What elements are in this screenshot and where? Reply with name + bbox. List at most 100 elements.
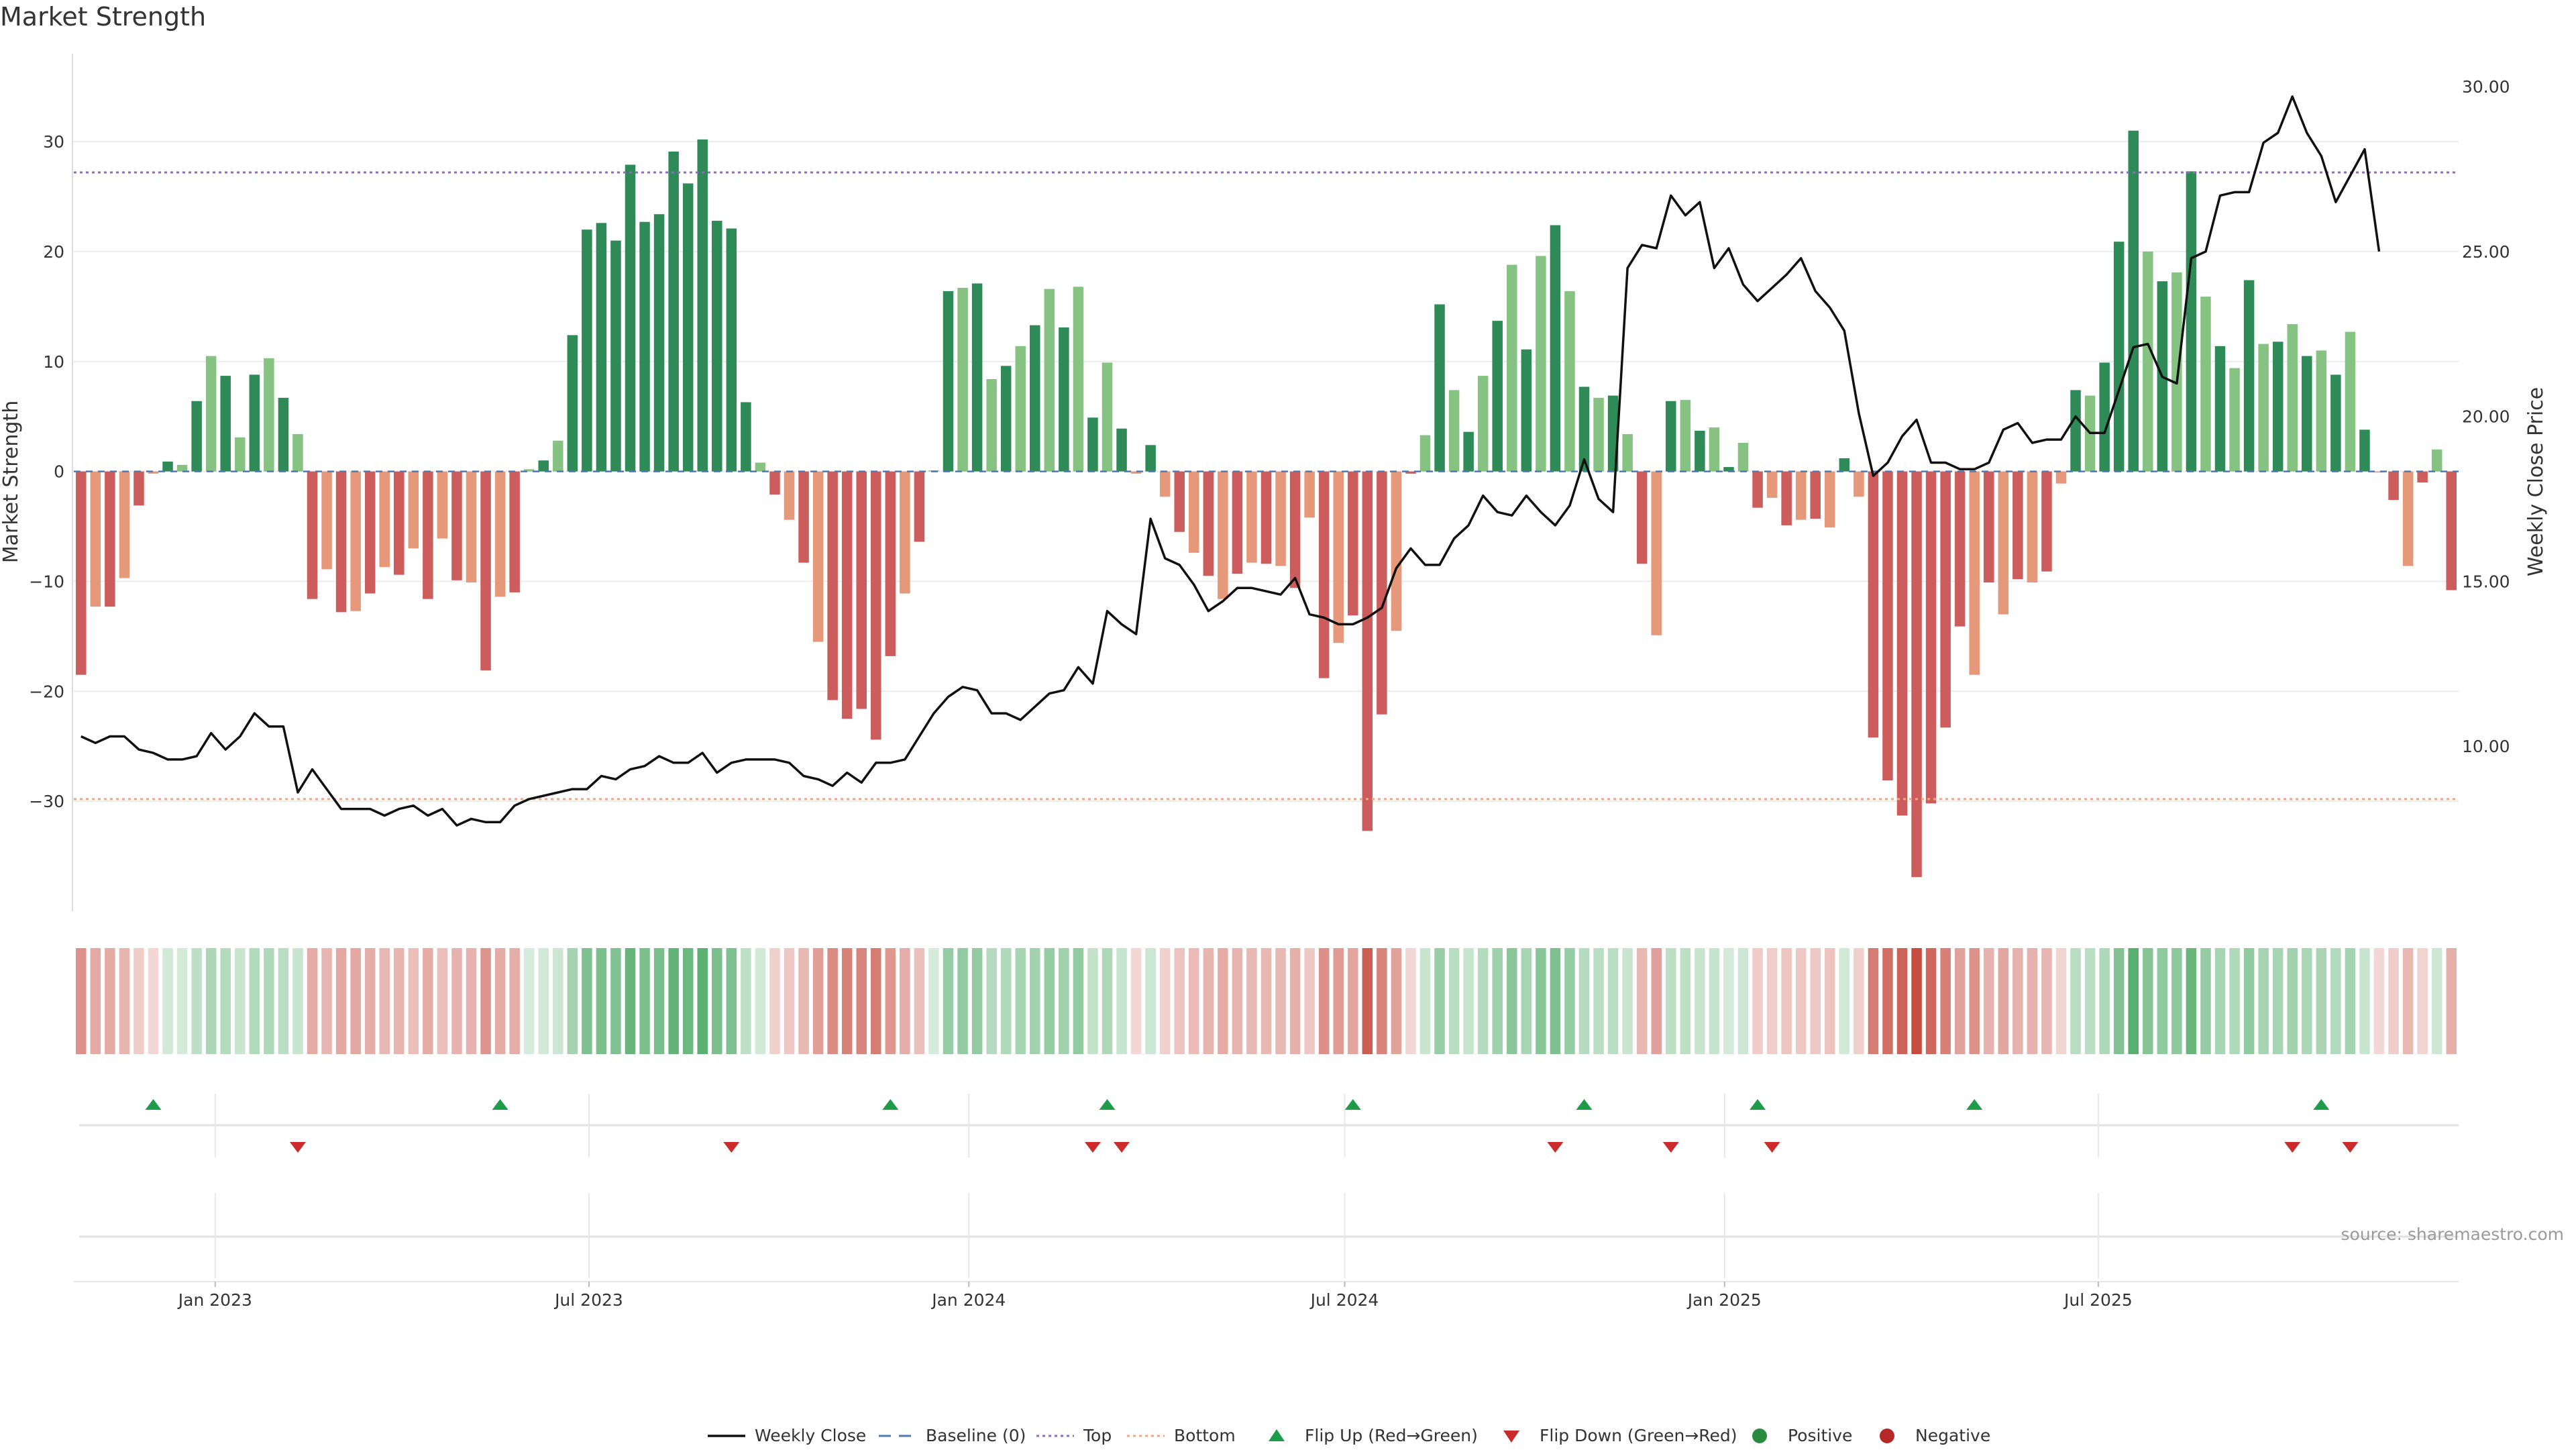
strength-bar [1564,291,1575,472]
legend-item: Baseline (0) [879,1426,1026,1445]
heatmap-cell [1536,948,1546,1054]
heatmap-cell [1087,948,1098,1054]
y-tick-label-left: −20 [29,682,64,701]
strength-bar [1882,471,1893,781]
strength-bar [871,471,881,740]
strength-bar [480,471,491,671]
strength-bar [1477,376,1489,472]
strength-bar [639,221,650,472]
strength-bar [1463,431,1474,472]
heatmap-cell [394,948,405,1054]
strength-bar [1593,397,1604,472]
strength-bar [1578,386,1590,472]
strength-bar [971,283,983,472]
heatmap-cell [466,948,477,1054]
heatmap-cell [1189,948,1199,1054]
heatmap-cell [1477,948,1489,1054]
heatmap-cell [2041,948,2052,1054]
heatmap-cell [2345,948,2356,1054]
flip-up-marker [1099,1099,1116,1110]
heatmap-cell [856,948,867,1054]
heatmap-cell [1318,948,1330,1054]
y-tick-label-right: 25.00 [2462,242,2510,262]
weekly-close-series [80,95,2381,827]
y-tick-label-right: 10.00 [2462,737,2510,756]
strength-bar [1030,325,1040,472]
heatmap-cell [1246,948,1257,1054]
y-tick-label-left: 20 [43,242,64,262]
heatmap-cell [1578,948,1590,1054]
strength-bar [1102,362,1113,472]
strength-bar [264,358,274,472]
heatmap-cell [1636,948,1648,1054]
strength-bar [1795,471,1807,520]
strength-bar [2099,362,2110,472]
flip-up-marker [1750,1099,1766,1110]
reference-lines [74,171,2459,800]
strength-bar [1059,327,1069,472]
heatmap-cell [827,948,838,1054]
heatmap-cell [1911,948,1922,1054]
heatmap-cell [1795,948,1807,1054]
heatmap-cell [784,948,795,1054]
strength-bar [1854,471,1864,497]
strength-bar [1521,349,1532,472]
legend-label: Weekly Close [755,1426,866,1445]
heatmap-cell [2316,948,2327,1054]
heatmap-cell [1781,948,1792,1054]
heatmap-cell [741,948,751,1054]
strength-bar [1492,321,1503,472]
heatmap-cell [2229,948,2240,1054]
x-tick-label: Jul 2024 [1309,1290,1379,1310]
strength-bar [1868,471,1879,738]
strength-bar [408,471,419,549]
strength-bar [1940,471,1951,728]
heatmap-cell [1130,948,1142,1054]
heatmap-cell [2272,948,2284,1054]
strength-bar [494,471,506,597]
heatmap-cell [1882,948,1893,1054]
heatmap-cell [2200,948,2211,1054]
heatmap-cell [1362,948,1373,1054]
flip-down-marker [1764,1142,1780,1153]
heatmap-cell [235,948,246,1054]
strength-bar [2431,449,2443,472]
heatmap-cell [2186,948,2197,1054]
heatmap-cell [1998,948,2009,1054]
heatmap-cell [1448,948,1460,1054]
strength-bar [668,151,679,472]
legend-item: Positive [1752,1426,1852,1445]
source-note: source: sharemaestro.com [2341,1225,2565,1244]
flip-down-marker [2284,1142,2301,1153]
heatmap-cell [2302,948,2312,1054]
heatmap-cell [2113,948,2125,1054]
heatmap-cell [1940,948,1951,1054]
strength-bar [1911,471,1922,878]
heatmap-cell [1723,948,1734,1054]
strength-bar [2070,390,2081,472]
heatmap-cell [2214,948,2226,1054]
flip-up-marker [145,1099,162,1110]
strength-bar [278,397,289,472]
heatmap-cell [1434,948,1445,1054]
strength-bar [798,471,809,563]
legend-swatch [1503,1431,1519,1443]
date-axis: Jan 2023 Jul 2023 Jan 2024 Jul 2024 Jan 2025… [177,1282,2133,1310]
strength-bar [2388,471,2399,501]
heatmap-cell [1492,948,1503,1054]
heatmap-cell [278,948,289,1054]
heatmap-cell [900,948,910,1054]
strength-heatmap-strip [76,948,2457,1054]
flip-up-marker [2313,1099,2330,1110]
strength-bar [2446,471,2457,590]
strength-bar [885,471,896,656]
strength-bar [1275,471,1286,566]
heatmap-cell [292,948,303,1054]
strength-bar [235,437,246,472]
heatmap-cell [1030,948,1040,1054]
heatmap-cell [1825,948,1835,1054]
strength-bar [1969,471,1980,675]
heatmap-cell [1766,948,1778,1054]
heatmap-cell [2128,948,2139,1054]
heatmap-cell [1073,948,1084,1054]
